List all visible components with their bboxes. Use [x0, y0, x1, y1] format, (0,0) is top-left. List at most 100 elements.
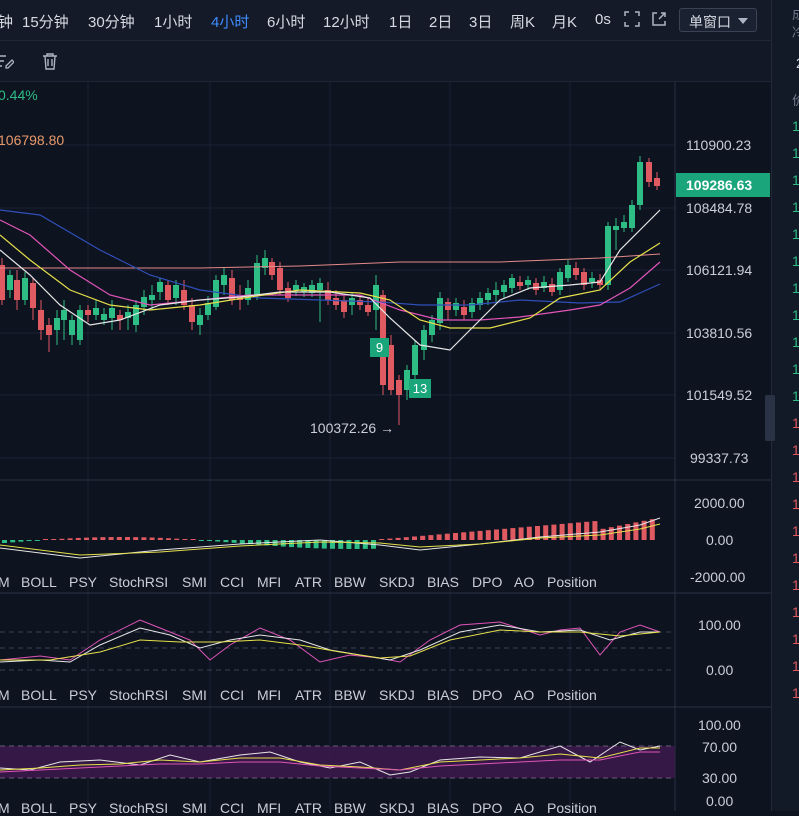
macd-histogram-bar [436, 534, 442, 540]
indicator-tab[interactable]: BBW [334, 687, 366, 703]
oscillator-axis-tick: 0.00 [706, 662, 734, 678]
chart-area[interactable]: 0.44% 106798.80 100372.26 → 9 13 110900.… [0, 82, 771, 816]
orderbook-row[interactable]: 1 [792, 469, 799, 485]
orderbook-row[interactable]: 1 [792, 226, 799, 242]
indicator-tab[interactable]: BBW [334, 574, 366, 590]
timeframe-3d[interactable]: 3日 [469, 14, 493, 31]
candle-body [7, 275, 13, 290]
macd-histogram-bar [190, 539, 196, 540]
orderbook-row[interactable]: 1 [792, 577, 799, 593]
indicator-tab[interactable]: DPO [472, 687, 503, 703]
indicator-tab[interactable]: SKDJ [379, 800, 415, 816]
indicator-tab[interactable]: BOLL [21, 687, 57, 703]
indicator-tab[interactable]: CCI [220, 800, 245, 816]
orderbook-row[interactable]: 1 [792, 388, 799, 404]
indicator-tab[interactable]: MFI [257, 687, 282, 703]
window-mode-select[interactable]: 单窗口 [679, 8, 757, 32]
indicator-tab[interactable]: Position [547, 800, 597, 816]
indicator-tab[interactable]: CCI [220, 687, 245, 703]
indicator-tab[interactable]: BIAS [427, 687, 459, 703]
indicator-tab[interactable]: SMI [182, 574, 207, 590]
indicator-tab[interactable]: AO [514, 800, 535, 816]
indicator-tab[interactable]: BIAS [427, 800, 459, 816]
indicator-tab[interactable]: SKDJ [379, 687, 415, 703]
indicator-tab[interactable]: PSY [69, 574, 98, 590]
indicator-tab[interactable]: AO [514, 574, 535, 590]
indicator-tab[interactable]: MFI [257, 574, 282, 590]
panel-collapse-handle[interactable] [765, 395, 775, 441]
timeframe-4h[interactable]: 4小时 [211, 14, 250, 31]
timeframe-2d[interactable]: 2日 [429, 14, 453, 31]
orderbook-row[interactable]: 1 [792, 415, 799, 431]
indicator-tab[interactable]: M [0, 687, 10, 703]
macd-histogram-bar [215, 540, 221, 542]
candle-body [173, 285, 179, 298]
indicator-tab[interactable]: PSY [69, 687, 98, 703]
timeframe-1d[interactable]: 1日 [389, 14, 413, 31]
fullscreen-icon[interactable] [623, 10, 641, 28]
orderbook-row[interactable]: 1 [792, 199, 799, 215]
orderbook-row[interactable]: 1 [792, 334, 799, 350]
timeframe-15m[interactable]: 15分钟 [22, 14, 69, 31]
indicator-tab[interactable]: ATR [295, 687, 322, 703]
orderbook-row[interactable]: 1 [792, 442, 799, 458]
indicator-tab[interactable]: SKDJ [379, 574, 415, 590]
indicator-tab[interactable]: PSY [69, 800, 98, 816]
orderbook-row[interactable]: 1 [792, 523, 799, 539]
indicator-tab[interactable]: ATR [295, 800, 322, 816]
timeframe-30m[interactable]: 30分钟 [88, 14, 135, 31]
indicator-tab[interactable]: SMI [182, 687, 207, 703]
orderbook-row[interactable]: 1 [792, 658, 799, 674]
candle-body [262, 258, 268, 268]
timeframe-6h[interactable]: 6小时 [267, 14, 306, 31]
indicator-tab[interactable]: BBW [334, 800, 366, 816]
orderbook-row[interactable]: 1 [792, 118, 799, 134]
indicator-tab[interactable]: AO [514, 687, 535, 703]
timeframe-1h[interactable]: 1小时 [154, 14, 193, 31]
low-price-label: 100372.26 → [310, 420, 395, 436]
macd-histogram-bar [174, 538, 180, 540]
indicator-tab[interactable]: Position [547, 574, 597, 590]
orderbook-row[interactable]: 1 [792, 361, 799, 377]
timeframe-12h[interactable]: 12小时 [323, 14, 370, 31]
indicator-tab[interactable]: M [0, 800, 10, 816]
orderbook-row[interactable]: 1 [792, 280, 799, 296]
orderbook-row[interactable]: 1 [792, 685, 799, 701]
orderbook-row[interactable]: 1 [792, 604, 799, 620]
indicator-tab[interactable]: StochRSI [109, 800, 169, 816]
edit-settings-icon[interactable] [0, 51, 14, 71]
macd-histogram-bar [379, 539, 385, 540]
orderbook-row[interactable]: 1 [792, 496, 799, 512]
timeframe-month[interactable]: 月K [552, 14, 578, 31]
indicator-tab[interactable]: M [0, 574, 10, 590]
timeframe-seconds[interactable]: 0s [595, 11, 611, 28]
timeframe-partial[interactable]: 钟 [0, 14, 14, 31]
orderbook-row[interactable]: 1 [792, 172, 799, 188]
orderbook-row[interactable]: 1 [792, 307, 799, 323]
indicator-tab[interactable]: DPO [472, 574, 503, 590]
indicator-tab[interactable]: BIAS [427, 574, 459, 590]
candle-body [541, 282, 547, 288]
popout-window-icon[interactable] [650, 10, 668, 28]
indicator-tab[interactable]: BOLL [21, 574, 57, 590]
macd-histogram-bar [502, 528, 508, 540]
macd-histogram-bar [354, 540, 360, 549]
orderbook-row[interactable]: 1 [792, 145, 799, 161]
indicator-tab[interactable]: BOLL [21, 800, 57, 816]
macd-histogram-bar [231, 540, 237, 543]
orderbook-row[interactable]: 1 [792, 253, 799, 269]
timeframe-week[interactable]: 周K [510, 14, 536, 31]
indicator-tab[interactable]: Position [547, 687, 597, 703]
indicator-tab[interactable]: SMI [182, 800, 207, 816]
candlestick-chart[interactable] [0, 82, 771, 811]
trash-icon[interactable] [40, 51, 60, 71]
orderbook-row[interactable]: 1 [792, 631, 799, 647]
indicator-tab[interactable]: ATR [295, 574, 322, 590]
macd-histogram-bar [100, 537, 106, 540]
indicator-tab[interactable]: MFI [257, 800, 282, 816]
orderbook-row[interactable]: 1 [792, 550, 799, 566]
indicator-tab[interactable]: StochRSI [109, 687, 169, 703]
indicator-tab[interactable]: StochRSI [109, 574, 169, 590]
indicator-tab[interactable]: CCI [220, 574, 245, 590]
indicator-tab[interactable]: DPO [472, 800, 503, 816]
